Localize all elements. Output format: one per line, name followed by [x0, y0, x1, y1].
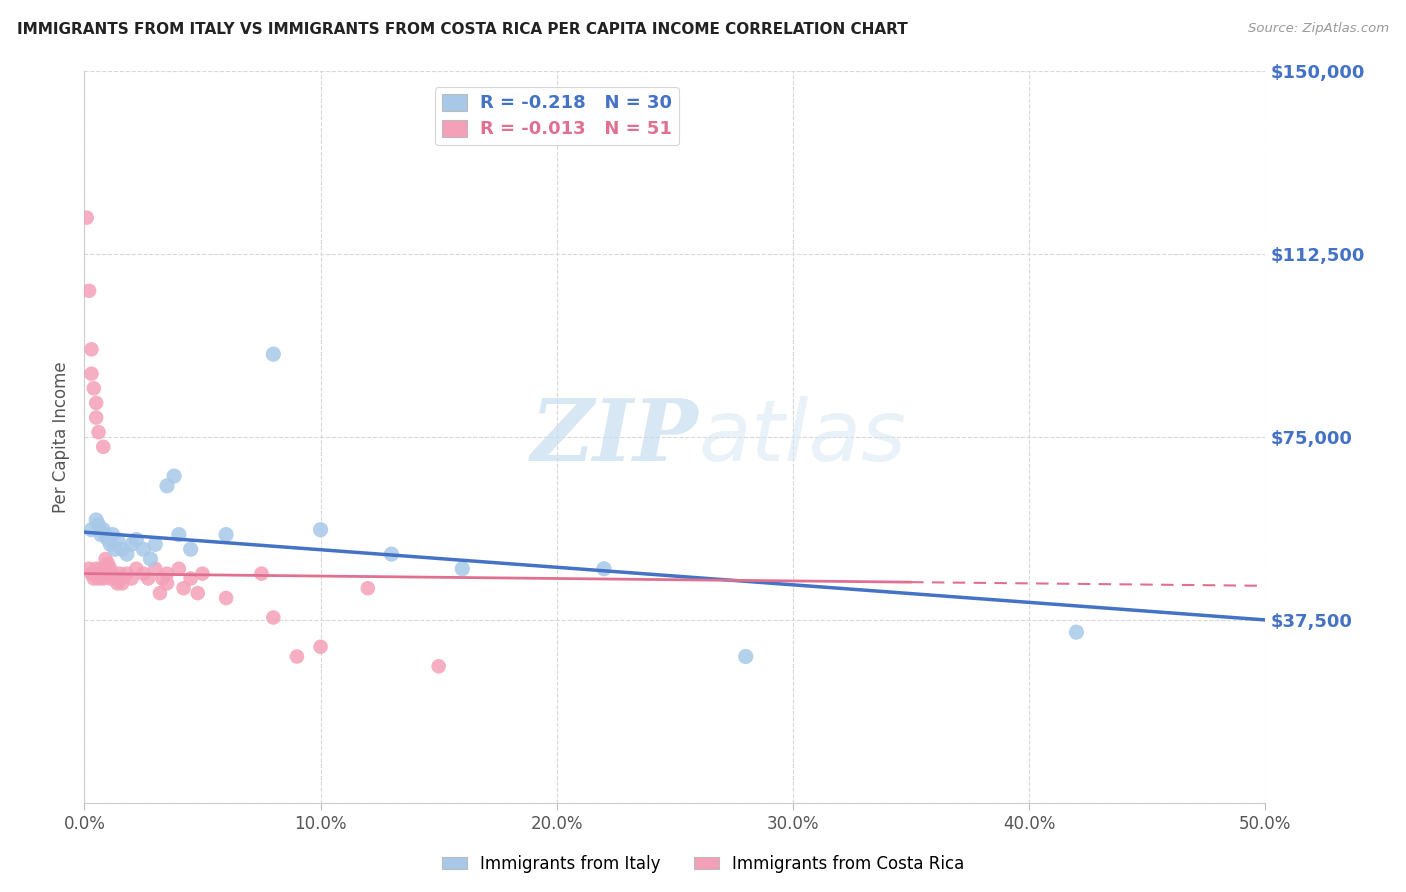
Point: [734, 649, 756, 664]
Point: [167, 527, 190, 541]
Point: [98, 537, 121, 551]
Point: [156, 479, 179, 493]
Legend: R = -0.218   N = 30, R = -0.013   N = 51: R = -0.218 N = 30, R = -0.013 N = 51: [434, 87, 679, 145]
Point: [180, 572, 202, 586]
Point: [94, 562, 117, 576]
Point: [115, 566, 138, 581]
Point: [1066, 625, 1088, 640]
Point: [83, 572, 105, 586]
Point: [84, 410, 107, 425]
Point: [87, 517, 110, 532]
Point: [107, 533, 129, 547]
Point: [357, 581, 380, 595]
Text: Source: ZipAtlas.com: Source: ZipAtlas.com: [1249, 22, 1389, 36]
Point: [91, 523, 114, 537]
Point: [132, 566, 155, 581]
Point: [132, 542, 155, 557]
Point: [87, 572, 110, 586]
Point: [215, 591, 238, 605]
Point: [101, 527, 124, 541]
Point: [97, 533, 120, 547]
Point: [104, 572, 127, 586]
Text: IMMIGRANTS FROM ITALY VS IMMIGRANTS FROM COSTA RICA PER CAPITA INCOME CORRELATIO: IMMIGRANTS FROM ITALY VS IMMIGRANTS FROM…: [17, 22, 908, 37]
Point: [262, 347, 284, 361]
Point: [84, 396, 107, 410]
Point: [94, 527, 117, 541]
Point: [94, 552, 117, 566]
Point: [215, 527, 238, 541]
Point: [125, 562, 148, 576]
Point: [163, 469, 186, 483]
Point: [83, 381, 105, 395]
Point: [77, 284, 100, 298]
Point: [97, 557, 120, 571]
Point: [80, 523, 103, 537]
Point: [309, 640, 332, 654]
Point: [156, 576, 179, 591]
Point: [143, 562, 166, 576]
Point: [84, 562, 107, 576]
Point: [180, 542, 202, 557]
Point: [139, 552, 162, 566]
Point: [107, 576, 129, 591]
Text: atlas: atlas: [699, 395, 907, 479]
Point: [115, 547, 138, 561]
Point: [80, 367, 103, 381]
Point: [593, 562, 616, 576]
Y-axis label: Per Capita Income: Per Capita Income: [52, 361, 70, 513]
Point: [262, 610, 284, 624]
Point: [84, 513, 107, 527]
Point: [427, 659, 450, 673]
Point: [309, 523, 332, 537]
Point: [191, 566, 214, 581]
Point: [167, 562, 190, 576]
Point: [91, 572, 114, 586]
Point: [111, 576, 134, 591]
Point: [80, 343, 103, 357]
Point: [143, 537, 166, 551]
Point: [87, 425, 110, 440]
Point: [76, 211, 98, 225]
Point: [104, 542, 127, 557]
Point: [108, 572, 131, 586]
Point: [90, 527, 112, 541]
Point: [136, 572, 159, 586]
Point: [98, 562, 121, 576]
Point: [121, 572, 143, 586]
Point: [91, 440, 114, 454]
Text: ZIP: ZIP: [530, 395, 699, 479]
Point: [285, 649, 308, 664]
Point: [156, 566, 179, 581]
Point: [97, 566, 120, 581]
Point: [125, 533, 148, 547]
Point: [101, 566, 124, 581]
Point: [150, 572, 173, 586]
Point: [173, 581, 195, 595]
Point: [90, 562, 112, 576]
Point: [98, 572, 121, 586]
Point: [250, 566, 273, 581]
Point: [90, 566, 112, 581]
Point: [111, 542, 134, 557]
Point: [380, 547, 402, 561]
Point: [187, 586, 209, 600]
Point: [80, 566, 103, 581]
Legend: Immigrants from Italy, Immigrants from Costa Rica: Immigrants from Italy, Immigrants from C…: [434, 848, 972, 880]
Point: [121, 537, 143, 551]
Point: [77, 562, 100, 576]
Point: [451, 562, 474, 576]
Point: [149, 586, 172, 600]
Point: [108, 566, 131, 581]
